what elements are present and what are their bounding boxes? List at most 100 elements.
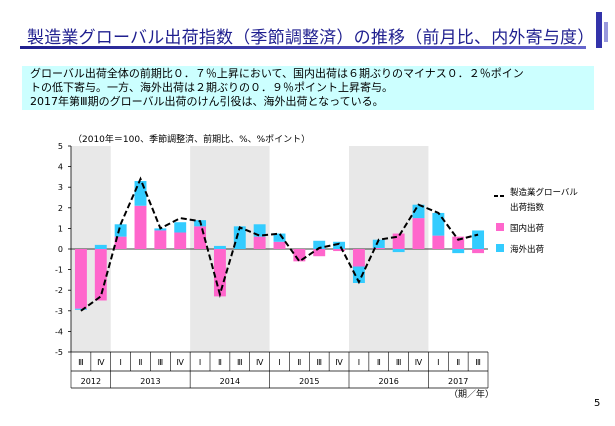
summary-line-2: トの低下寄与。一方、海外出荷は２期ぶりの０．９％ポイント上昇寄与。 [30, 81, 393, 94]
x-axis-unit-label: （期／年） [449, 388, 494, 400]
overseas-bar [313, 240, 326, 249]
legend-swatch-domestic [496, 223, 504, 231]
x-tick-label: Ⅰ [358, 358, 360, 367]
domestic-bar [114, 236, 127, 249]
corner-decoration-accent [604, 22, 608, 42]
domestic-bar [194, 226, 207, 249]
domestic-bar [333, 249, 346, 252]
overseas-bar [134, 181, 147, 206]
overseas-bar [352, 266, 365, 283]
overseas-bar [333, 241, 346, 249]
overseas-bar [174, 222, 187, 233]
y-tick-label: -2 [55, 286, 63, 295]
overseas-bar [392, 249, 405, 253]
domestic-bar [472, 249, 485, 254]
overseas-bar [213, 245, 226, 249]
x-tick-label: Ⅳ [177, 358, 185, 367]
corner-decoration [596, 12, 602, 48]
domestic-bar [213, 249, 226, 297]
domestic-bar [174, 232, 187, 249]
domestic-bar [392, 233, 405, 249]
bars [74, 181, 485, 310]
year-label: 2015 [299, 377, 319, 386]
title-underline [20, 46, 586, 49]
x-tick-label: Ⅲ [78, 358, 84, 367]
overseas-bar [372, 239, 385, 248]
domestic-bar [253, 236, 266, 249]
y-tick-label: 0 [58, 245, 63, 254]
x-tick-label: Ⅳ [335, 358, 343, 367]
domestic-bar [313, 249, 326, 257]
x-tick-label: Ⅳ [97, 358, 105, 367]
x-tick-label: Ⅳ [415, 358, 423, 367]
year-label: 2012 [81, 377, 101, 386]
overseas-bar [412, 204, 425, 219]
overseas-bar [233, 226, 246, 249]
overseas-bar [273, 233, 286, 242]
x-tick-label: Ⅲ [158, 358, 164, 367]
grid [68, 145, 71, 353]
overseas-bar [432, 212, 445, 236]
overseas-bar [114, 224, 127, 237]
y-tick-label: -5 [55, 348, 63, 357]
legend-label-total-2: 出荷指数 [510, 202, 545, 213]
summary-line-1: グローバル出荷全体の前期比０．７％上昇において、国内出荷は６期ぶりのマイナス０．… [30, 67, 524, 80]
legend-label-overseas: 海外出荷 [510, 244, 545, 255]
y-tick-label: -4 [55, 327, 63, 336]
x-tick-label: Ⅱ [297, 358, 301, 367]
x-tick-label: Ⅰ [437, 358, 439, 367]
summary-line-3: 2017年第Ⅲ期のグローバル出荷のけん引役は、海外出荷となっている。 [30, 95, 384, 108]
domestic-bar [74, 249, 87, 309]
overseas-bar [74, 308, 87, 310]
x-tick-label: Ⅰ [199, 358, 201, 367]
x-tick-label: Ⅰ [119, 358, 121, 367]
domestic-bar [293, 249, 306, 262]
y-tick-label: 3 [58, 183, 63, 192]
x-tick-label: Ⅱ [456, 358, 460, 367]
y-tick-label: 1 [58, 224, 63, 233]
y-tick-label: 5 [58, 142, 63, 151]
legend-label-domestic: 国内出荷 [510, 223, 545, 234]
overseas-bar [472, 230, 485, 249]
page-title: 製造業グローバル出荷指数（季節調整済）の推移（前月比、内外寄与度） [27, 28, 595, 48]
domestic-bar [134, 205, 147, 249]
x-tick-label: Ⅲ [316, 358, 322, 367]
y-tick-label: -1 [55, 266, 63, 275]
legend-label-total: 製造業グローバル [510, 187, 578, 198]
domestic-bar [432, 235, 445, 249]
x-tick-label: Ⅲ [237, 358, 243, 367]
x-axis-table: Ⅲ Ⅳ Ⅰ Ⅱ Ⅲ Ⅳ Ⅰ Ⅱ Ⅲ Ⅳ Ⅰ Ⅱ Ⅲ Ⅳ Ⅰ Ⅱ Ⅲ Ⅳ Ⅰ Ⅱ Ⅲ 2012 2013 2014 2015 201… [70, 352, 489, 389]
title-bar: 製造業グローバル出荷指数（季節調整済）の推移（前月比、内外寄与度） [0, 0, 615, 60]
x-tick-label: Ⅳ [256, 358, 264, 367]
domestic-bar [352, 249, 365, 267]
domestic-bar [452, 236, 465, 249]
y-tick-labels: 5 4 3 2 1 0 -1 -2 -3 -4 -5 [55, 142, 63, 357]
y-tick-label: 4 [58, 163, 63, 172]
domestic-bar [154, 230, 167, 249]
page-number: 5 [594, 398, 601, 409]
x-tick-label: Ⅲ [396, 358, 402, 367]
domestic-bar [412, 218, 425, 249]
total-series-line [80, 176, 479, 312]
overseas-bar [452, 249, 465, 254]
summary-box [22, 66, 594, 110]
year-label: 2013 [140, 377, 160, 386]
x-tick-label: Ⅱ [377, 358, 381, 367]
x-tick-label: Ⅱ [139, 358, 143, 367]
domestic-bar [94, 249, 107, 301]
x-tick-label: Ⅰ [278, 358, 280, 367]
domestic-bar [372, 247, 385, 249]
domestic-bar [273, 241, 286, 249]
chart-unit-note: （2010年＝100、季節調整済、前期比、%、%ポイント） [73, 133, 310, 145]
legend-swatch-overseas [496, 244, 504, 252]
overseas-bar [94, 244, 107, 249]
year-label: 2017 [448, 377, 468, 386]
x-tick-label: Ⅲ [475, 358, 481, 367]
x-tick-label: Ⅱ [218, 358, 222, 367]
overseas-bar [253, 224, 266, 237]
year-label: 2016 [379, 377, 399, 386]
y-tick-label: -3 [55, 307, 63, 316]
year-label: 2014 [220, 377, 240, 386]
